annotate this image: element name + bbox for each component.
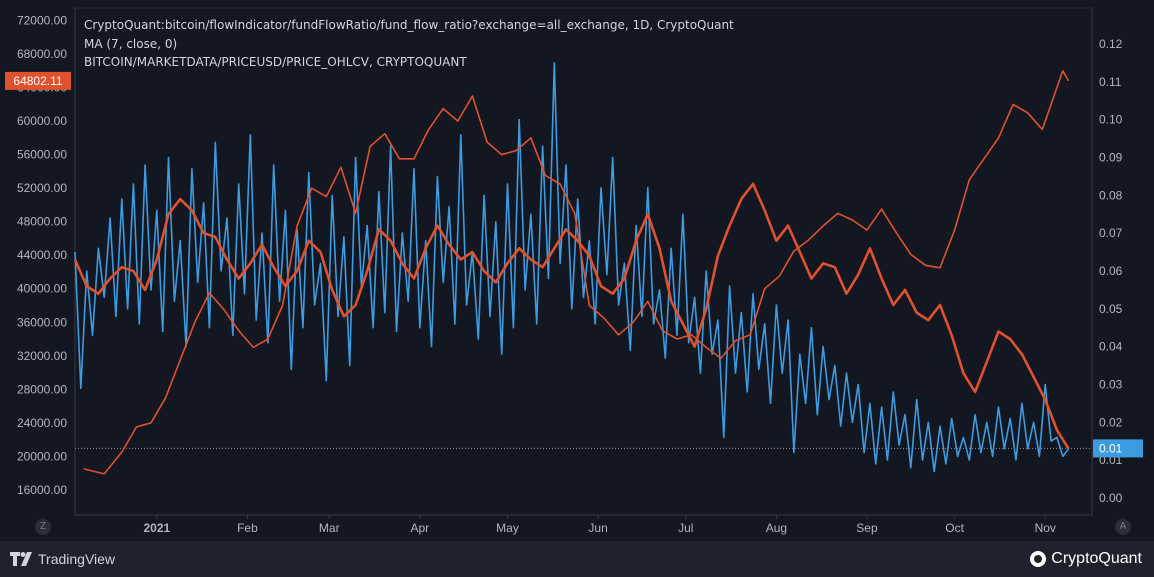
right-axis-tick-label: 0.06 xyxy=(1099,264,1123,278)
left-axis-tick-label: 20000.00 xyxy=(17,449,67,463)
time-axis-tick-label: Nov xyxy=(1035,521,1056,535)
right-axis-tick-label: 0.11 xyxy=(1099,75,1122,89)
right-axis-tick-label: 0.05 xyxy=(1099,302,1123,316)
price-value-badge xyxy=(5,71,71,90)
left-axis-tick-label: 52000.00 xyxy=(17,181,67,195)
time-axis-tick-label: Apr xyxy=(411,521,430,535)
time-axis-tick-label: 2021 xyxy=(143,521,170,535)
left-axis-tick-label: 48000.00 xyxy=(17,215,67,229)
legend-moving-average: MA (7, close, 0) xyxy=(84,36,178,51)
chart-legend: CryptoQuant:bitcoin/flowIndicator/fundFl… xyxy=(84,16,734,72)
time-axis-tick-label: Jun xyxy=(588,521,607,535)
footer-bar: TradingView CryptoQuant xyxy=(0,541,1154,577)
left-axis-tick-label: 36000.00 xyxy=(17,315,67,329)
left-axis-tick-label: 68000.00 xyxy=(17,47,67,61)
right-axis-tick-label: 0.02 xyxy=(1099,415,1123,429)
legend-fund-flow-ratio: CryptoQuant:bitcoin/flowIndicator/fundFl… xyxy=(84,18,734,32)
chart-background xyxy=(0,0,1154,541)
fund-flow-ratio-line xyxy=(74,62,1070,473)
bitcoin-price-line xyxy=(83,70,1070,475)
ratio-value-badge xyxy=(1093,439,1143,458)
time-axis-tick-label: Jul xyxy=(678,521,693,535)
left-axis-tick-label: 72000.00 xyxy=(17,14,67,28)
left-axis-tick-label: 44000.00 xyxy=(17,248,67,262)
right-axis-tick-label: 0.04 xyxy=(1099,340,1123,354)
right-axis-tick-label: 0.10 xyxy=(1099,113,1123,127)
cryptoquant-logo: CryptoQuant xyxy=(1030,550,1142,568)
left-axis-tick-label: 60000.00 xyxy=(17,114,67,128)
right-axis-tick-label: 0.03 xyxy=(1099,377,1123,391)
fund-flow-ratio-ma-line xyxy=(73,182,1070,450)
left-axis-tick-label: 28000.00 xyxy=(17,382,67,396)
left-axis-tick-label: 32000.00 xyxy=(17,349,67,363)
time-axis-tick-label: Feb xyxy=(237,521,258,535)
cryptoquant-label: CryptoQuant xyxy=(1051,550,1142,567)
tradingview-icon xyxy=(10,552,32,566)
cryptoquant-icon xyxy=(1030,551,1047,567)
left-axis-tick-label: 40000.00 xyxy=(17,282,67,296)
legend-bitcoin-price: BITCOIN/MARKETDATA/PRICEUSD/PRICE_OHLCV,… xyxy=(84,55,467,69)
time-axis-tick-label: May xyxy=(496,521,519,535)
right-axis-scale-button[interactable]: A xyxy=(1115,519,1131,535)
left-axis-tick-label: 16000.00 xyxy=(17,483,67,497)
left-axis-tick-label: 24000.00 xyxy=(17,416,67,430)
time-axis-tick-label: Sep xyxy=(856,521,878,535)
right-axis-tick-label: 0.09 xyxy=(1099,150,1123,164)
right-axis-tick-label: 0.12 xyxy=(1099,37,1123,51)
ratio-value-label: 0.01 xyxy=(1099,441,1123,455)
chart-canvas[interactable]: 72000.0068000.0064000.0060000.0056000.00… xyxy=(0,0,1154,541)
left-axis-scale-button[interactable]: Z xyxy=(35,519,51,535)
right-axis-tick-label: 0.08 xyxy=(1099,188,1123,202)
time-axis-tick-label: Oct xyxy=(945,521,964,535)
tradingview-label: TradingView xyxy=(38,551,116,567)
left-axis-tick-label: 56000.00 xyxy=(17,148,67,162)
right-axis-tick-label: 0.00 xyxy=(1099,491,1123,505)
tradingview-logo[interactable]: TradingView xyxy=(10,551,115,567)
right-axis-tick-label: 0.07 xyxy=(1099,226,1123,240)
price-value-label: 64802.11 xyxy=(13,74,62,88)
time-axis-tick-label: Aug xyxy=(766,521,787,535)
time-axis-tick-label: Mar xyxy=(319,521,340,535)
